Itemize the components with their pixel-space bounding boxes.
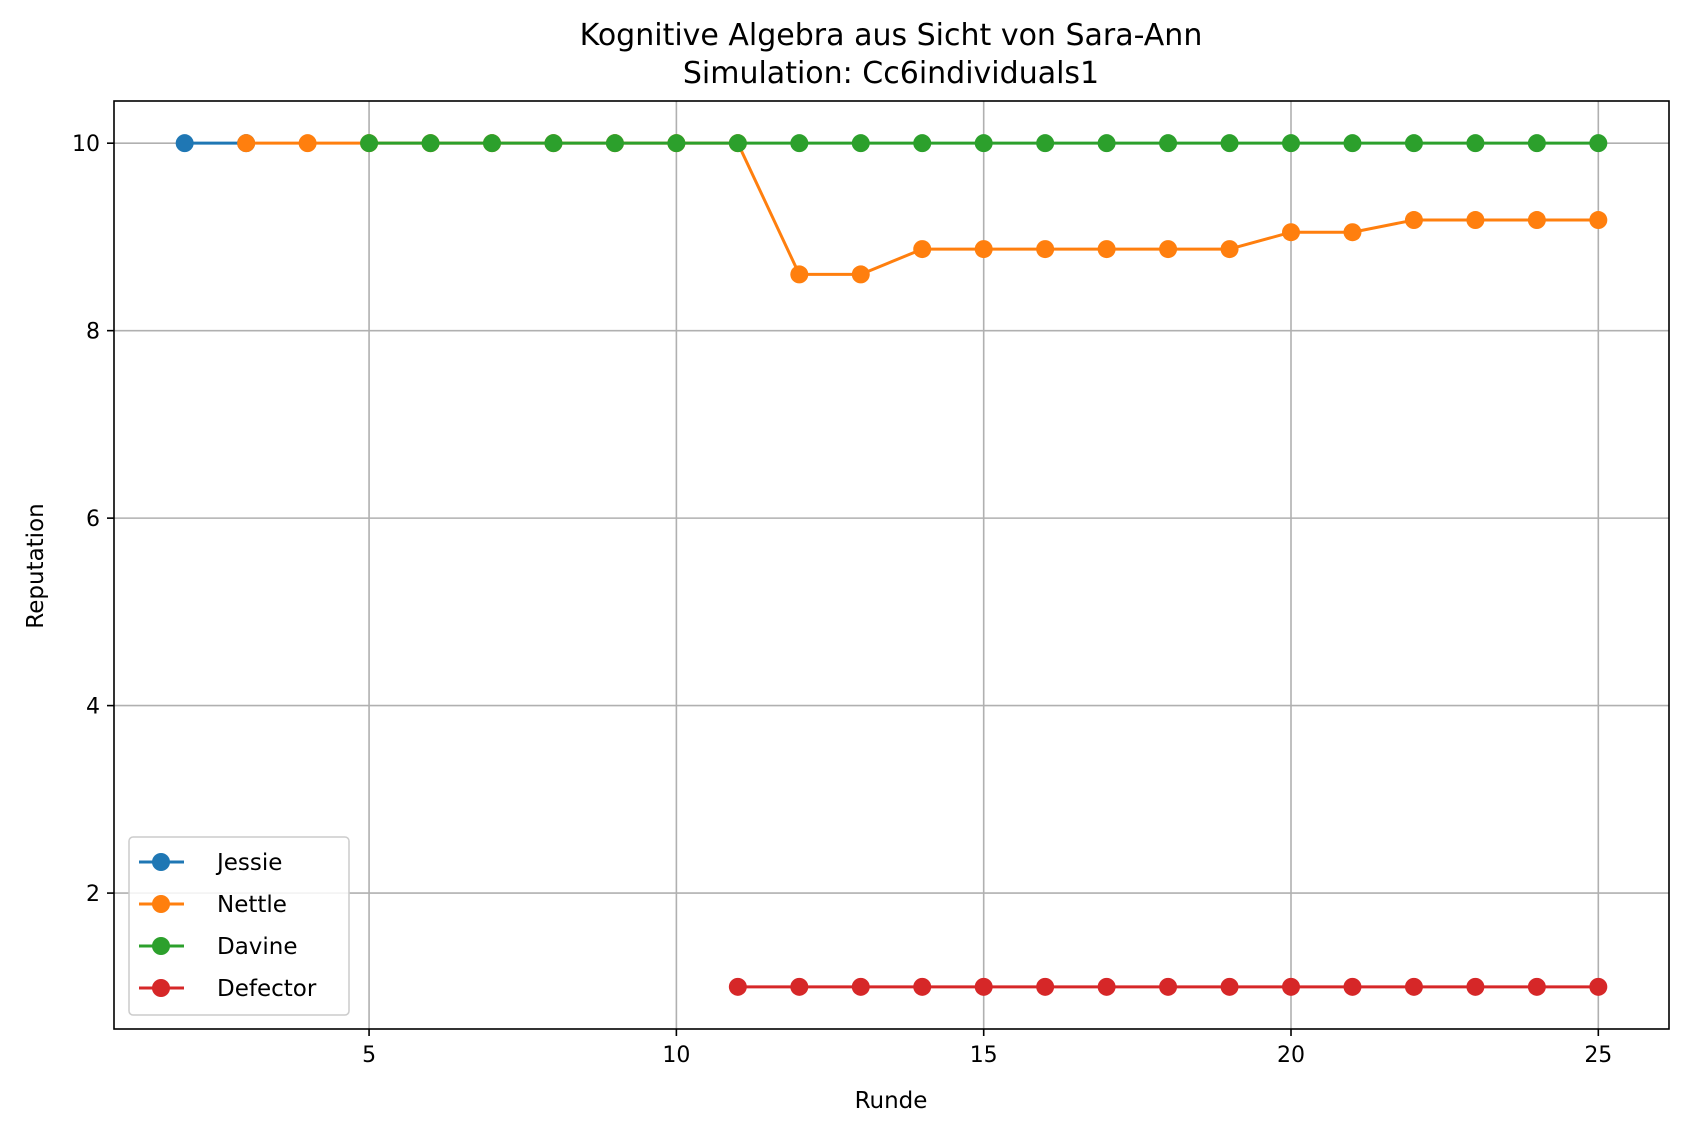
data-point [790,134,809,153]
data-point [851,977,870,996]
data-point [851,134,870,153]
data-point [851,265,870,284]
legend-swatch-marker [152,853,170,871]
y-tick-label: 2 [86,882,100,907]
y-tick-label: 4 [86,695,100,720]
data-point [913,977,932,996]
legend-swatch-marker [152,979,170,997]
data-point [1589,977,1608,996]
data-point [298,134,317,153]
legend-item: Defector [139,976,317,1002]
data-point [1159,977,1178,996]
data-point [1343,223,1362,242]
legend-item: Nettle [139,892,287,918]
data-point [1404,211,1423,230]
data-point [1220,240,1239,259]
data-point [175,134,194,153]
data-point [974,134,993,153]
series-defector [728,977,1608,996]
data-point [1036,977,1055,996]
x-tick-label: 5 [362,1043,376,1068]
y-tick-label: 8 [86,320,100,345]
data-point [667,134,686,153]
data-point [728,977,747,996]
x-tick-label: 15 [970,1043,998,1068]
data-point [1097,977,1116,996]
legend-item: Davine [139,934,298,960]
x-axis-label: Runde [855,1088,928,1114]
data-point [421,134,440,153]
data-point [790,977,809,996]
data-point [974,240,993,259]
data-point [1097,240,1116,259]
data-point [1282,977,1301,996]
data-point [1404,977,1423,996]
data-point [1159,240,1178,259]
legend: Jessie Nettle Davine Defector [128,836,350,1016]
legend-swatch-marker [152,937,170,955]
data-point [790,265,809,284]
y-tick-label: 6 [86,507,100,532]
y-tick-label: 10 [72,132,100,157]
data-point [1220,977,1239,996]
data-point [913,240,932,259]
data-point [1466,211,1485,230]
y-axis-label: Reputation [23,503,49,628]
legend-label: Defector [217,976,317,1002]
chart-subtitle: Simulation: Cc6individuals1 [683,56,1099,91]
data-point [1527,977,1546,996]
data-point [1466,134,1485,153]
data-point [1589,134,1608,153]
series-layer [175,134,1608,996]
data-point [605,134,624,153]
data-point [1589,211,1608,230]
legend-item: Jessie [139,850,282,876]
data-point [1527,211,1546,230]
data-point [1282,134,1301,153]
data-point [1343,134,1362,153]
x-tick-label: 20 [1277,1043,1305,1068]
data-point [1466,977,1485,996]
legend-label: Nettle [217,892,287,918]
legend-swatch-marker [152,895,170,913]
plot-frame [113,100,1670,1030]
data-point [974,977,993,996]
data-point [360,134,379,153]
legend-label: Jessie [215,850,282,876]
data-point [1036,240,1055,259]
data-point [1527,134,1546,153]
chart-title: Kognitive Algebra aus Sicht von Sara-Ann [580,18,1203,53]
x-tick-label: 25 [1584,1043,1612,1068]
data-point [913,134,932,153]
data-point [1159,134,1178,153]
data-point [1036,134,1055,153]
data-point [1097,134,1116,153]
data-point [728,134,747,153]
data-point [544,134,563,153]
data-point [1343,977,1362,996]
data-point [1282,223,1301,242]
data-point [1404,134,1423,153]
legend-label: Davine [217,934,298,960]
axes: 5 10 15 20 25 2 4 6 8 10 [72,132,1612,1068]
data-point [1220,134,1239,153]
series-davine [360,134,1608,153]
data-point [482,134,501,153]
x-tick-label: 10 [662,1043,690,1068]
data-point [237,134,256,153]
legend-box [128,836,350,1016]
